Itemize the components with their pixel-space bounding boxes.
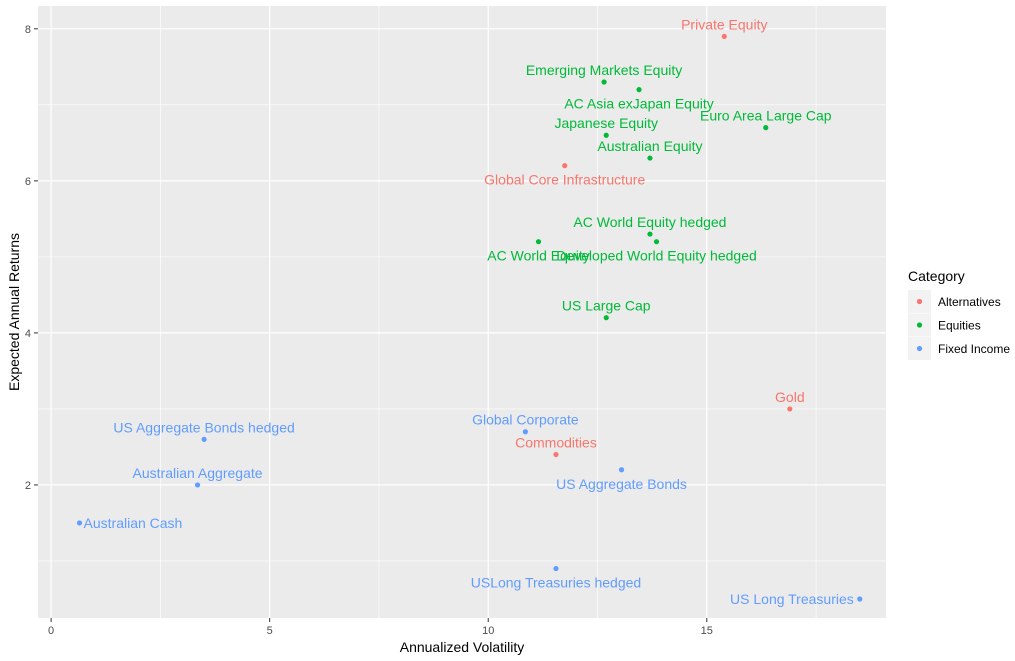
data-label: Global Corporate (472, 412, 579, 428)
data-labels: Private Equity Global Core Infrastructure… (84, 16, 854, 607)
legend-label: Equities (938, 319, 981, 333)
data-point (535, 239, 542, 245)
y-axis-title: Expected Annual Returns (6, 233, 22, 391)
data-point (857, 596, 863, 602)
data-point (721, 33, 727, 40)
data-label: USLong Treasuries hedged (471, 575, 641, 591)
data-label: Global Core Infrastructure (484, 172, 645, 188)
y-tick-label: 4 (25, 328, 31, 340)
data-label: US Aggregate Bonds hedged (113, 419, 294, 435)
data-label: AC World Equity (487, 248, 589, 264)
data-point (647, 155, 653, 161)
data-label: Japanese Equity (554, 115, 658, 131)
data-label: Australian Equity (597, 138, 702, 154)
legend-label: Fixed Income (938, 342, 1010, 356)
legend: Category Alternatives Equities Fixed Incom… (908, 268, 1010, 360)
data-label: US Aggregate Bonds (556, 476, 687, 492)
legend-entries: Alternatives Equities Fixed Income (908, 290, 1010, 360)
data-point (76, 520, 83, 526)
x-tick-label: 15 (701, 625, 713, 637)
data-point (763, 125, 769, 131)
data-point (603, 315, 609, 321)
data-point (787, 406, 793, 412)
data-label: AC Asia exJapan Equity (564, 96, 713, 112)
data-label: Gold (775, 389, 805, 405)
y-axis-ticks: 2 4 6 8 (25, 24, 38, 492)
major-gridlines (38, 6, 886, 618)
data-label: Euro Area Large Cap (700, 108, 832, 124)
data-point (562, 163, 568, 169)
data-label: Commodities (515, 435, 597, 451)
data-label: US Long Treasuries (730, 591, 854, 607)
data-point (522, 429, 528, 435)
data-point (201, 436, 207, 442)
x-tick-label: 10 (482, 625, 494, 637)
y-tick-label: 6 (25, 176, 31, 188)
data-point (603, 132, 609, 138)
panel-background (38, 6, 886, 618)
y-tick-label: 2 (25, 480, 31, 492)
data-label: Emerging Markets Equity (526, 62, 682, 78)
data-label: AC World Equity hedged (573, 214, 726, 230)
x-axis-title: Annualized Volatility (400, 639, 525, 655)
legend-key-dot (916, 345, 923, 352)
data-label: Australian Cash (84, 515, 183, 531)
data-point (618, 467, 625, 473)
data-points (76, 33, 863, 602)
data-point (647, 231, 653, 237)
data-point (194, 482, 201, 488)
x-tick-label: 0 (48, 625, 54, 637)
legend-label: Alternatives (938, 295, 1001, 309)
y-tick-label: 8 (25, 24, 31, 36)
legend-key-dot (916, 298, 923, 305)
data-label: US Large Cap (562, 298, 651, 314)
legend-title: Category (908, 268, 965, 284)
data-label: Australian Aggregate (133, 465, 263, 481)
x-tick-label: 5 (267, 625, 273, 637)
data-point (601, 79, 607, 85)
data-point (653, 239, 660, 245)
x-axis-ticks: 0 5 10 15 (48, 618, 713, 637)
legend-key-dot (916, 322, 923, 328)
data-label: Developed World Equity hedged (556, 248, 757, 264)
data-point (553, 451, 559, 458)
data-label: Private Equity (681, 16, 767, 32)
data-point (636, 87, 642, 93)
minor-gridlines (38, 6, 886, 618)
data-point (553, 565, 559, 572)
